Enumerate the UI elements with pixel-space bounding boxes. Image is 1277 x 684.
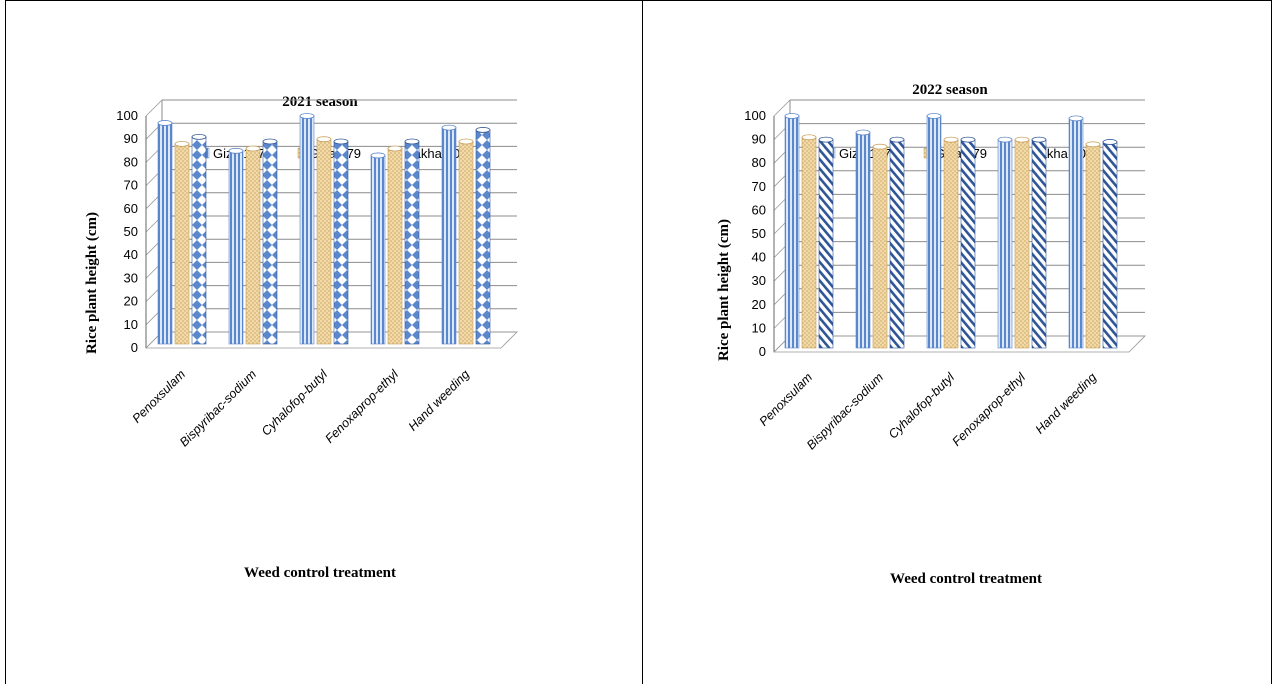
x-category-label: Hand weeding [406,367,472,433]
grid-diagonal [773,99,791,117]
bar-giza-179-cyhalofop-butyl [316,136,332,345]
y-tick-label: 0 [759,344,766,359]
x-category-label: Penoxsulam [130,367,189,426]
x-category-label: Bispyribac-sodium [804,370,886,452]
y-axis-title: Rice plant height (cm) [716,219,732,361]
y-tick-label: 20 [124,294,138,309]
bar-sakha-108-fenoxaprop-ethyl [1031,136,1047,349]
y-tick-label: 0 [131,340,138,355]
y-tick-label: 20 [752,297,766,312]
bar-sakha-108-cyhalofop-butyl [960,136,976,349]
bar-sakha-108-bispyribac-sodium [262,138,278,345]
y-tick-label: 60 [752,202,766,217]
y-tick-label: 50 [124,224,138,239]
bar-giza-177-penoxsulam [157,120,173,345]
bar-giza-179-bispyribac-sodium [872,143,888,349]
y-tick-label: 40 [752,250,766,265]
y-tick-label: 60 [124,201,138,216]
x-category-label: Fenoxaprop-ethyl [949,369,1029,449]
bar-giza-177-cyhalofop-butyl [299,113,315,345]
y-axis-ticks: 0 10 20 30 40 50 60 70 80 90 100 [744,108,766,359]
y-tick-label: 10 [752,320,766,335]
grid-diagonal [145,99,163,117]
bar-giza-179-fenoxaprop-ethyl [1014,136,1030,349]
chart-title: 2021 season [282,94,358,110]
y-tick-label: 50 [752,226,766,241]
bar-giza-177-penoxsulam [784,113,800,349]
y-tick-label: 70 [124,178,138,193]
bar-giza-177-hand-weeding [1068,115,1084,349]
y-axis-title: Rice plant height (cm) [84,212,100,354]
bar-giza-179-hand-weeding [1085,141,1101,349]
bar-sakha-108-cyhalofop-butyl [333,138,349,345]
x-axis-title: Weed control treatment [890,571,1042,587]
panel-divider [642,0,643,684]
y-tick-label: 90 [752,132,766,147]
x-axis-title: Weed control treatment [244,565,396,581]
y-tick-label: 70 [752,179,766,194]
chart-title: 2022 season [912,82,988,98]
chart-floor [145,331,518,349]
bar-giza-177-cyhalofop-butyl [926,113,942,349]
bar-giza-177-hand-weeding [441,124,457,345]
y-tick-label: 40 [124,247,138,262]
y-tick-label: 30 [752,273,766,288]
bar-giza-179-bispyribac-sodium [245,145,261,345]
y-tick-label: 10 [124,317,138,332]
chart-bars [157,113,491,345]
x-category-label: Fenoxaprop-ethyl [322,366,402,446]
x-category-label: Cyhalofop-butyl [886,369,958,441]
x-category-label: Bispyribac-sodium [177,367,259,449]
bar-sakha-108-fenoxaprop-ethyl [404,138,420,345]
y-tick-label: 80 [124,154,138,169]
y-tick-label: 100 [116,108,138,123]
y-tick-label: 30 [124,270,138,285]
bar-sakha-108-penoxsulam [191,133,207,345]
bar-giza-177-bispyribac-sodium [228,147,244,345]
bar-giza-179-hand-weeding [458,138,474,345]
y-tick-label: 80 [752,155,766,170]
bar-sakha-108-hand-weeding [1102,139,1118,349]
bar-giza-179-fenoxaprop-ethyl [387,145,403,345]
x-category-label: Hand weeding [1033,370,1099,436]
bar-sakha-108-hand-weeding [475,127,491,345]
chart-bars [784,113,1118,349]
y-tick-label: 100 [744,108,766,123]
x-category-label: Cyhalofop-butyl [259,366,331,438]
y-axis-ticks: 0 10 20 30 40 50 60 70 80 90 100 [116,108,138,355]
x-category-label: Penoxsulam [757,370,816,429]
bar-giza-179-penoxsulam [801,134,817,349]
page-frame [5,0,1272,684]
bar-giza-179-cyhalofop-butyl [943,136,959,349]
bar-giza-177-fenoxaprop-ethyl [997,136,1013,349]
bar-giza-179-penoxsulam [174,140,190,345]
chart-floor [773,335,1146,353]
bar-giza-177-bispyribac-sodium [855,129,871,349]
y-tick-label: 90 [124,131,138,146]
bar-sakha-108-bispyribac-sodium [889,136,905,349]
bar-sakha-108-penoxsulam [818,136,834,349]
bar-giza-177-fenoxaprop-ethyl [370,152,386,345]
